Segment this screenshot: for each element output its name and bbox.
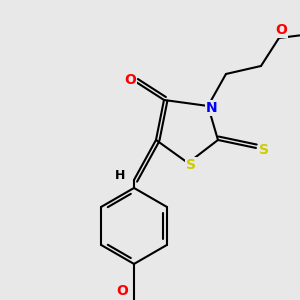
Text: S: S	[259, 143, 269, 157]
Text: O: O	[116, 284, 128, 298]
Text: O: O	[124, 73, 136, 87]
Text: H: H	[115, 169, 125, 182]
Text: O: O	[275, 23, 287, 37]
Text: N: N	[206, 101, 218, 115]
Text: S: S	[186, 158, 196, 172]
